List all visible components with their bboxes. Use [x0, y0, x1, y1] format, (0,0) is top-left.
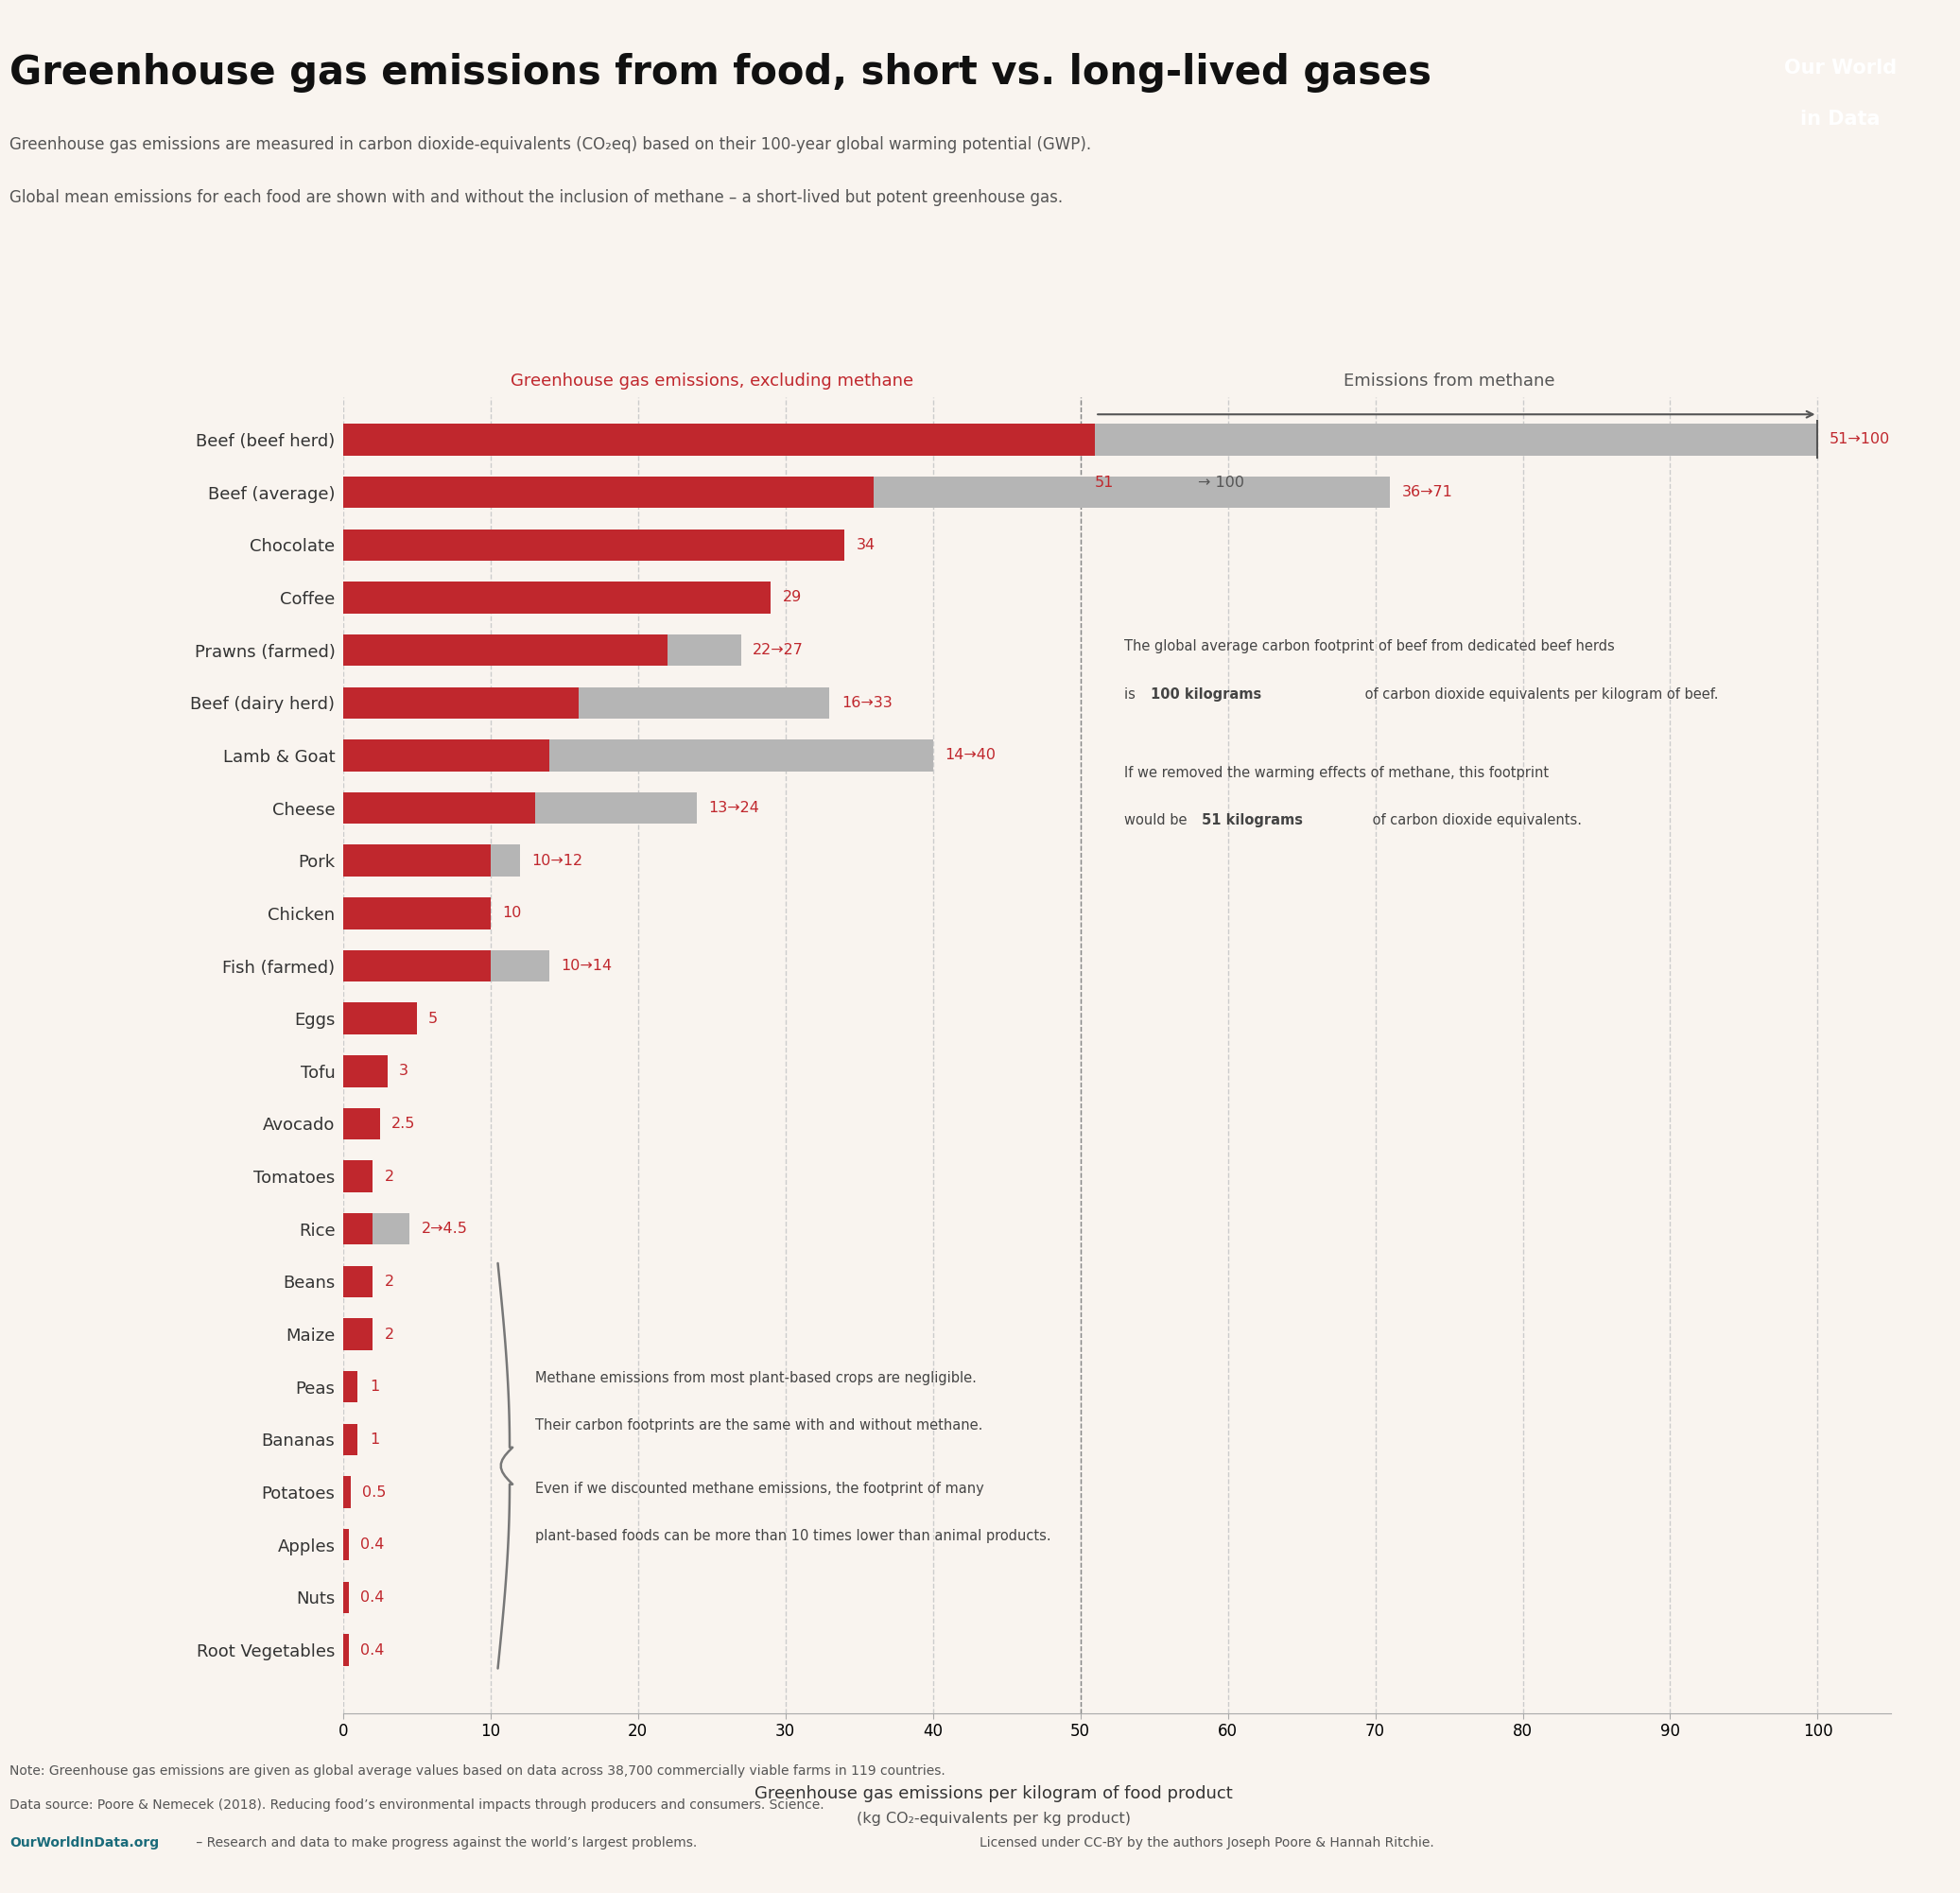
Text: Greenhouse gas emissions from food, short vs. long-lived gases: Greenhouse gas emissions from food, shor…	[10, 53, 1433, 93]
Bar	[343, 530, 845, 560]
Bar	[343, 740, 549, 770]
Text: plant-based foods can be more than 10 times lower than animal products.: plant-based foods can be more than 10 ti…	[535, 1530, 1051, 1543]
Text: Greenhouse gas emissions are measured in carbon dioxide-equivalents (CO₂eq) base: Greenhouse gas emissions are measured in…	[10, 136, 1092, 153]
Text: Methane emissions from most plant-based crops are negligible.: Methane emissions from most plant-based …	[535, 1371, 976, 1386]
Text: 29: 29	[782, 591, 802, 604]
Text: Greenhouse gas emissions per kilogram of food product: Greenhouse gas emissions per kilogram of…	[755, 1785, 1233, 1802]
Text: 2: 2	[384, 1274, 394, 1289]
Text: 22→27: 22→27	[753, 644, 804, 657]
Bar	[343, 477, 874, 507]
Bar	[343, 897, 490, 929]
Text: 14→40: 14→40	[945, 748, 996, 763]
Text: 1: 1	[370, 1433, 378, 1446]
Bar	[343, 424, 1096, 456]
Text: 10→14: 10→14	[561, 958, 612, 973]
Bar	[343, 1371, 359, 1403]
Bar	[490, 950, 549, 982]
Text: in Data: in Data	[1801, 110, 1880, 129]
Text: The global average carbon footprint of beef from dedicated beef herds: The global average carbon footprint of b…	[1125, 640, 1615, 653]
Bar	[343, 1634, 349, 1666]
Text: of carbon dioxide equivalents.: of carbon dioxide equivalents.	[1368, 814, 1582, 827]
Text: 2: 2	[384, 1170, 394, 1183]
Bar	[343, 634, 668, 666]
Text: 2→4.5: 2→4.5	[421, 1221, 466, 1236]
Text: Global mean emissions for each food are shown with and without the inclusion of : Global mean emissions for each food are …	[10, 189, 1062, 206]
Bar	[343, 1107, 380, 1140]
Text: is: is	[1125, 687, 1141, 700]
Bar	[668, 634, 741, 666]
Text: OurWorldInData.org: OurWorldInData.org	[10, 1836, 159, 1849]
Bar	[535, 791, 698, 823]
Text: Emissions from methane: Emissions from methane	[1343, 373, 1554, 390]
Bar	[343, 1318, 372, 1350]
Bar	[343, 1424, 359, 1456]
Text: 0.4: 0.4	[361, 1590, 384, 1605]
Bar	[1096, 424, 1817, 456]
Bar	[372, 1213, 410, 1246]
Text: Licensed under CC-BY by the authors Joseph Poore & Hannah Ritchie.: Licensed under CC-BY by the authors Jose…	[980, 1836, 1435, 1849]
Text: 0.5: 0.5	[363, 1484, 386, 1499]
Text: 5: 5	[429, 1011, 439, 1026]
Text: 36→71: 36→71	[1401, 485, 1452, 500]
Text: 2.5: 2.5	[392, 1117, 416, 1130]
Bar	[343, 1583, 349, 1613]
Bar	[343, 1477, 351, 1509]
Text: 1: 1	[370, 1380, 378, 1393]
Bar	[343, 581, 770, 613]
Text: Data source: Poore & Nemecek (2018). Reducing food’s environmental impacts throu: Data source: Poore & Nemecek (2018). Red…	[10, 1798, 825, 1812]
Text: 16→33: 16→33	[841, 695, 892, 710]
Text: 2: 2	[384, 1327, 394, 1342]
Text: 0.4: 0.4	[361, 1643, 384, 1656]
Bar	[578, 687, 829, 719]
Text: Greenhouse gas emissions, excluding methane: Greenhouse gas emissions, excluding meth…	[510, 373, 913, 390]
Text: 51 kilograms: 51 kilograms	[1201, 814, 1303, 827]
Text: 0.4: 0.4	[361, 1537, 384, 1552]
Bar	[490, 844, 519, 876]
Bar	[549, 740, 933, 770]
Text: 34: 34	[857, 538, 876, 553]
Bar	[343, 950, 490, 982]
Text: Our World: Our World	[1784, 59, 1897, 78]
Bar	[343, 1160, 372, 1193]
Bar	[343, 791, 535, 823]
Text: – Research and data to make progress against the world’s largest problems.: – Research and data to make progress aga…	[192, 1836, 698, 1849]
Text: → 100: → 100	[1198, 475, 1245, 490]
Text: 13→24: 13→24	[710, 801, 760, 816]
Bar	[343, 1266, 372, 1297]
Bar	[343, 1530, 349, 1560]
Bar	[343, 1003, 417, 1034]
Text: 51→100: 51→100	[1829, 432, 1889, 447]
Text: Even if we discounted methane emissions, the footprint of many: Even if we discounted methane emissions,…	[535, 1482, 984, 1495]
Bar	[874, 477, 1390, 507]
Text: 10: 10	[502, 907, 521, 920]
Text: Note: Greenhouse gas emissions are given as global average values based on data : Note: Greenhouse gas emissions are given…	[10, 1764, 945, 1778]
Bar	[343, 687, 578, 719]
Bar	[343, 1056, 388, 1087]
Text: 100 kilograms: 100 kilograms	[1151, 687, 1262, 700]
Text: (kg CO₂-equivalents per kg product): (kg CO₂-equivalents per kg product)	[857, 1812, 1131, 1827]
Text: 3: 3	[400, 1064, 408, 1079]
Text: If we removed the warming effects of methane, this footprint: If we removed the warming effects of met…	[1125, 767, 1548, 780]
Text: Their carbon footprints are the same with and without methane.: Their carbon footprints are the same wit…	[535, 1418, 982, 1433]
Bar	[343, 844, 490, 876]
Text: 10→12: 10→12	[531, 854, 582, 867]
Bar	[343, 1213, 372, 1246]
Text: would be: would be	[1125, 814, 1192, 827]
Text: 51: 51	[1096, 475, 1115, 490]
Text: of carbon dioxide equivalents per kilogram of beef.: of carbon dioxide equivalents per kilogr…	[1360, 687, 1719, 700]
